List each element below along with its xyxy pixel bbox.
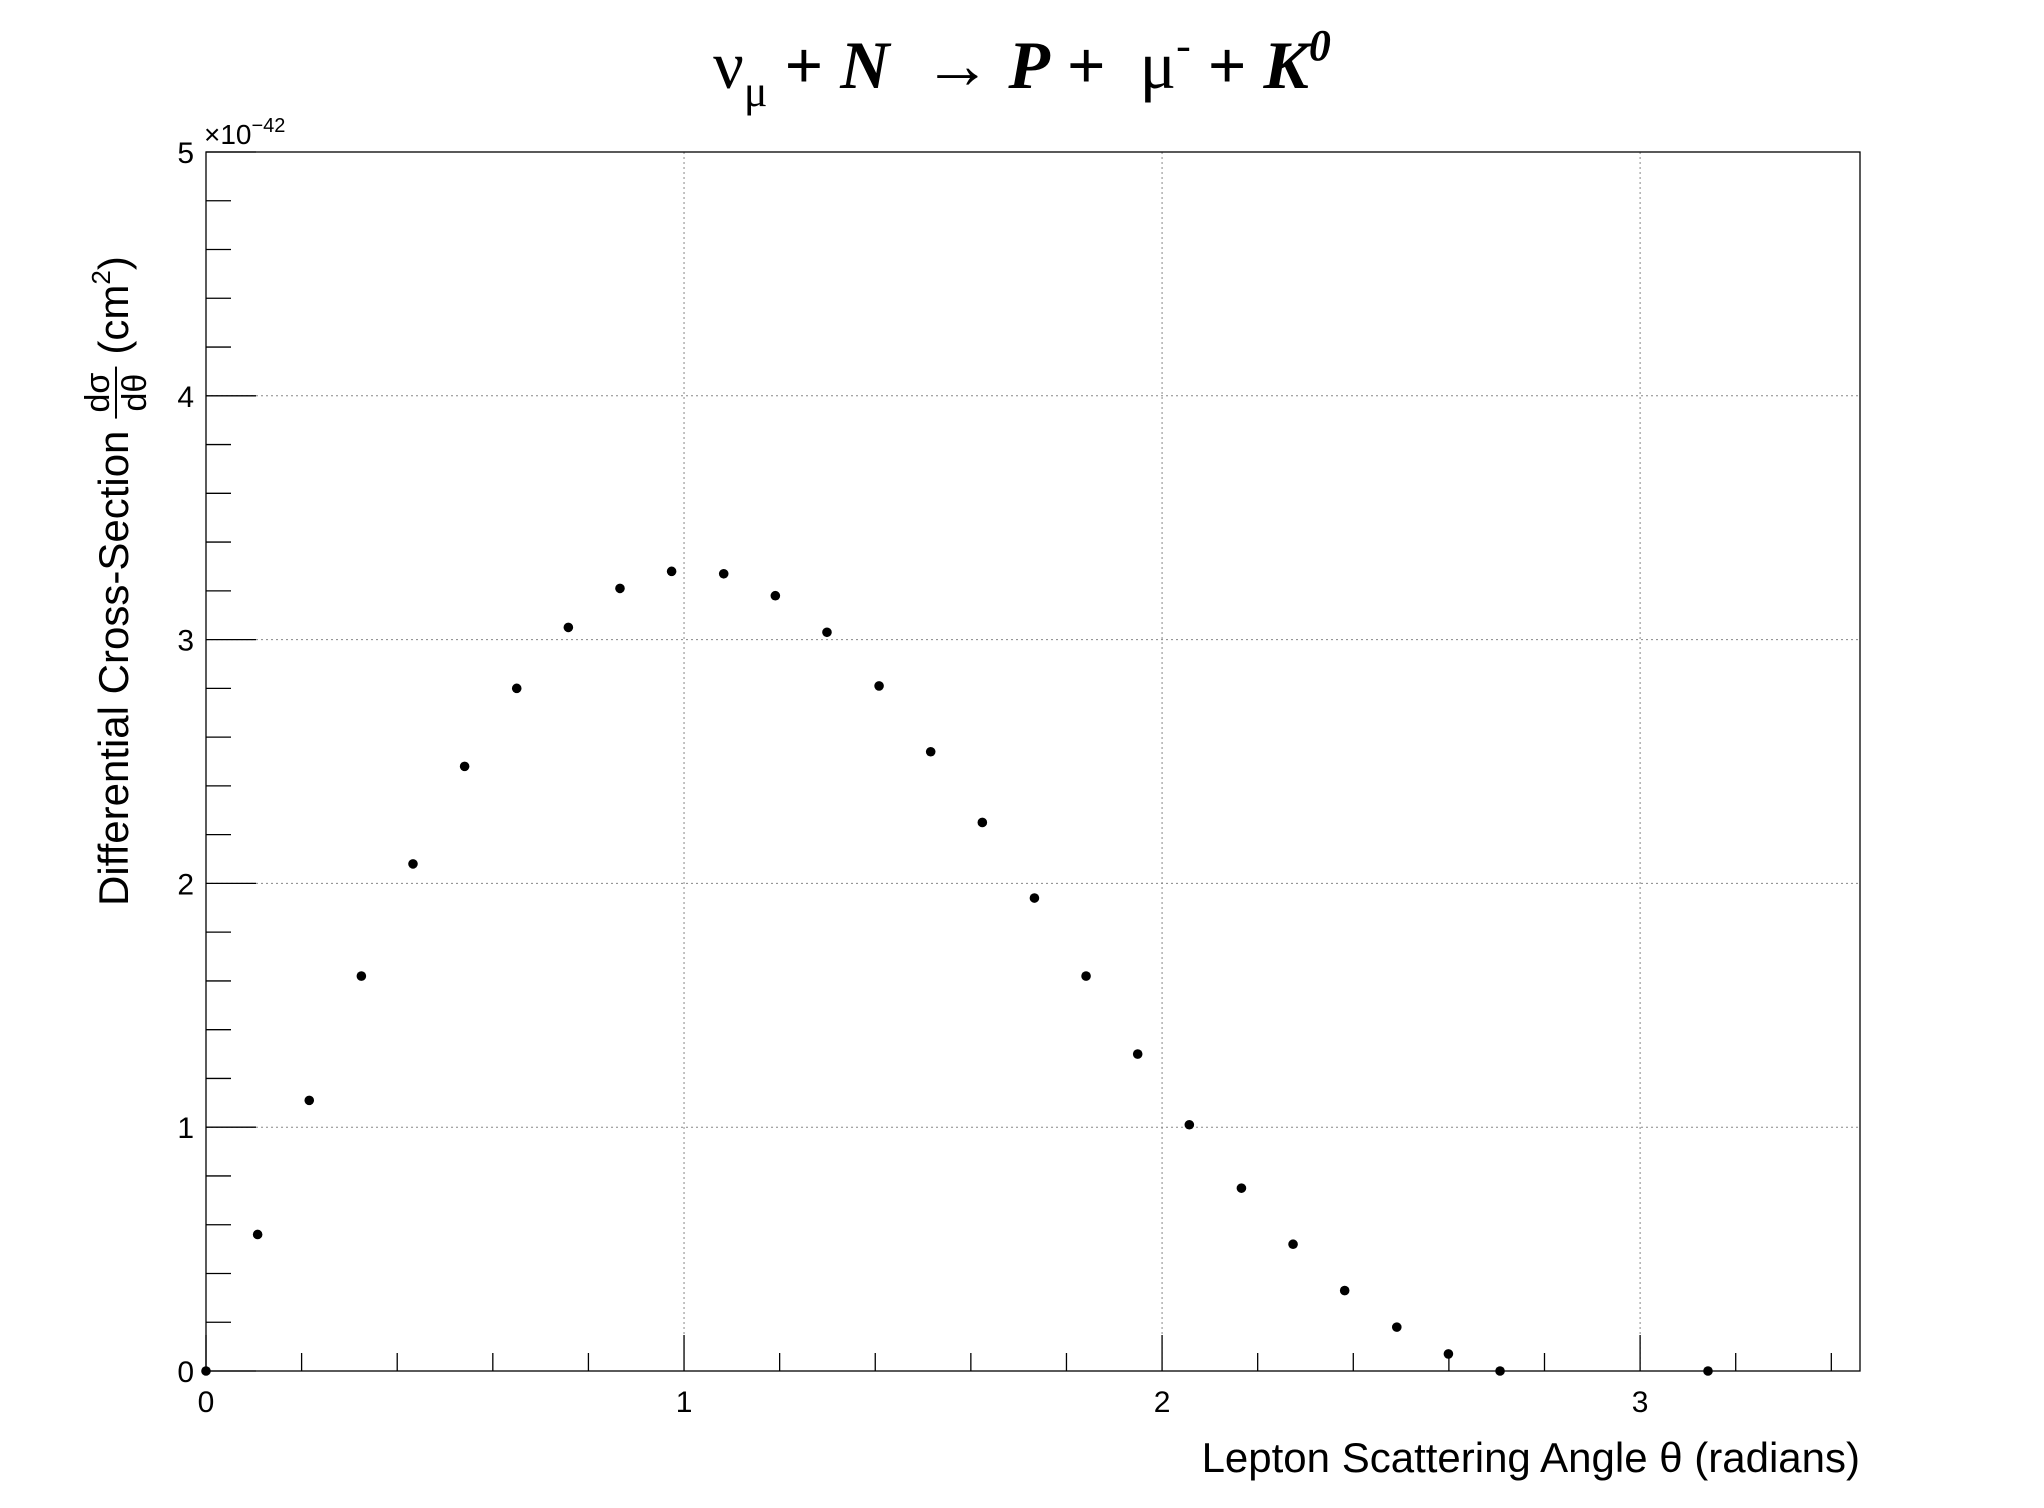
data-point	[1081, 971, 1091, 981]
grid-lines	[206, 152, 1860, 1371]
data-point	[1391, 1322, 1402, 1332]
y-label-unit: (cm2)	[86, 256, 137, 354]
y-tick-label: 5	[177, 137, 194, 170]
data-point	[304, 1095, 315, 1106]
y-label-unit-exp: 2	[86, 270, 116, 284]
title-part: μ	[744, 67, 768, 116]
y-axis-label: Differential Cross-Section dσ dθ (cm2)	[79, 256, 154, 906]
title-part: →	[889, 27, 1008, 103]
title-part: +	[1050, 27, 1140, 103]
title-part: +	[1191, 27, 1264, 103]
data-point	[408, 859, 418, 869]
y-tick-label: 0	[177, 1356, 194, 1389]
chart-title: νμ + N → P + μ- + K0	[713, 21, 1331, 116]
axis-tick-labels: 0 1 2 3 0 1 2 3 4 5	[177, 137, 1648, 1419]
title-text: νμ + N → P + μ- + K0	[713, 21, 1331, 116]
axis-ticks	[205, 151, 1832, 1372]
x-tick-label: 3	[1632, 1386, 1649, 1419]
data-point	[770, 590, 781, 601]
data-point	[1339, 1285, 1350, 1296]
data-point	[874, 681, 884, 691]
data-point	[925, 746, 936, 757]
data-point	[977, 817, 988, 828]
title-part: N	[839, 27, 892, 103]
data-point	[1236, 1183, 1247, 1193]
x-tick-label: 2	[1154, 1386, 1171, 1419]
data-point	[718, 568, 729, 579]
data-point	[201, 1366, 211, 1376]
title-part: 0	[1309, 21, 1331, 70]
y-tick-label: 3	[177, 625, 194, 658]
data-point	[1288, 1239, 1298, 1250]
y-label-frac-numerator: dσ	[79, 373, 117, 413]
y-label-rotated: Differential Cross-Section dσ dθ (cm2)	[79, 256, 154, 906]
plot-frame	[205, 151, 1861, 1372]
data-point	[511, 683, 522, 694]
y-label-frac-denominator: dθ	[116, 374, 154, 412]
data-point	[1703, 1366, 1713, 1376]
data-point	[1029, 893, 1040, 903]
title-part: -	[1176, 21, 1191, 70]
data-point	[1443, 1349, 1454, 1359]
data-point	[615, 583, 625, 594]
y-label-unit-open: (cm	[90, 285, 137, 355]
title-part: +	[767, 27, 840, 103]
y-tick-label: 1	[177, 1112, 194, 1145]
y-axis-multiplier: ×10−42	[204, 115, 285, 150]
y-multiplier-text: ×10−42	[204, 115, 285, 150]
data-point	[1184, 1119, 1195, 1130]
data-point	[252, 1229, 263, 1240]
data-point	[1495, 1366, 1505, 1376]
y-multiplier-base: ×10	[204, 119, 252, 150]
title-part: μ	[1140, 27, 1176, 103]
data-point	[822, 627, 832, 638]
x-tick-label: 1	[676, 1386, 693, 1419]
title-part: K	[1263, 27, 1314, 103]
data-point	[1132, 1049, 1143, 1059]
x-tick-label: 0	[198, 1386, 215, 1419]
y-label-prefix: Differential Cross-Section	[90, 431, 137, 906]
data-point	[459, 761, 470, 772]
y-multiplier-exponent: −42	[252, 115, 286, 137]
data-point	[356, 971, 367, 981]
y-tick-label: 2	[177, 868, 194, 901]
data-point	[666, 566, 677, 577]
title-part: ν	[713, 27, 744, 103]
y-tick-label: 4	[177, 381, 194, 414]
title-part: P	[1007, 27, 1050, 103]
x-axis-label: Lepton Scattering Angle θ (radians)	[1202, 1434, 1860, 1481]
data-point	[563, 622, 574, 633]
data-points	[201, 566, 1713, 1376]
y-label-unit-close: )	[90, 256, 137, 270]
